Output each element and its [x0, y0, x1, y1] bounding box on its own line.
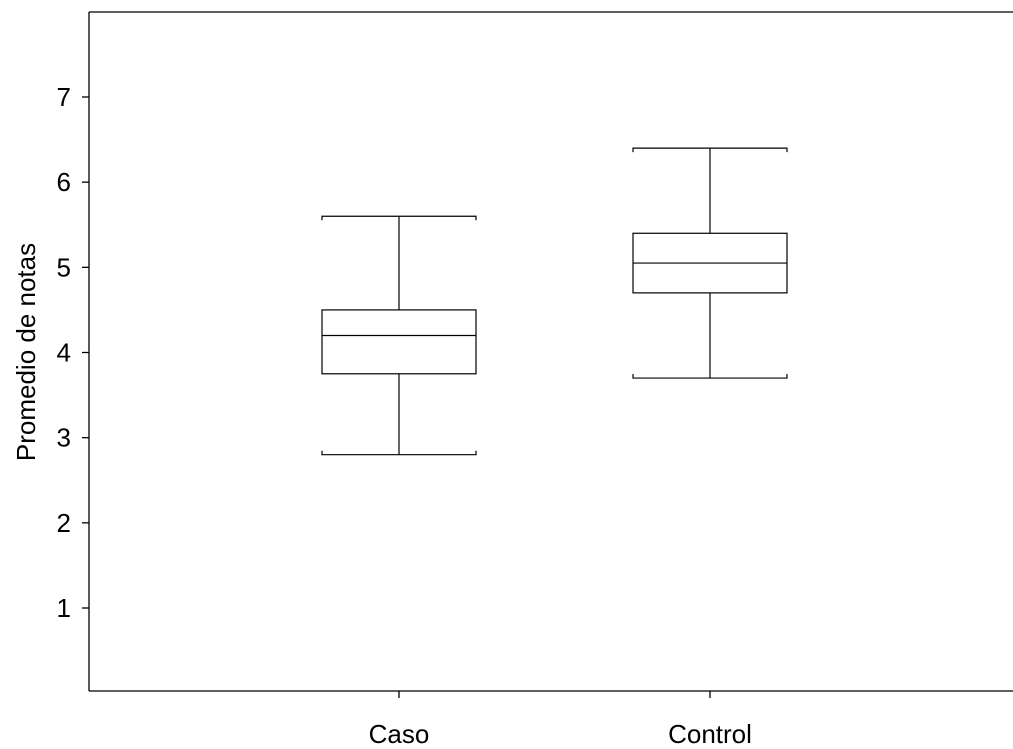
box-caso	[321, 215, 477, 456]
lower-whisker-cap	[632, 374, 788, 379]
iqr-box	[321, 309, 477, 375]
y-axis-title: Promedio de notas	[11, 243, 41, 461]
y-tick-label: 7	[57, 82, 71, 112]
y-tick-label: 2	[57, 508, 71, 538]
x-category-label: Caso	[369, 719, 430, 749]
y-axis-ticks: 1 2 3 4 5 6 7	[57, 82, 89, 623]
upper-whisker-cap	[632, 147, 788, 153]
upper-whisker-cap	[321, 215, 477, 221]
y-tick-label: 1	[57, 593, 71, 623]
y-tick-label: 6	[57, 167, 71, 197]
boxes	[321, 147, 788, 456]
plot-frame	[88, 11, 1013, 692]
x-axis-ticks: Caso Control	[369, 691, 752, 749]
y-tick-label: 4	[57, 338, 71, 368]
y-tick-label: 5	[57, 252, 71, 282]
lower-whisker-cap	[321, 450, 477, 456]
box-control	[632, 147, 788, 379]
x-category-label: Control	[668, 719, 752, 749]
y-tick-label: 3	[57, 423, 71, 453]
